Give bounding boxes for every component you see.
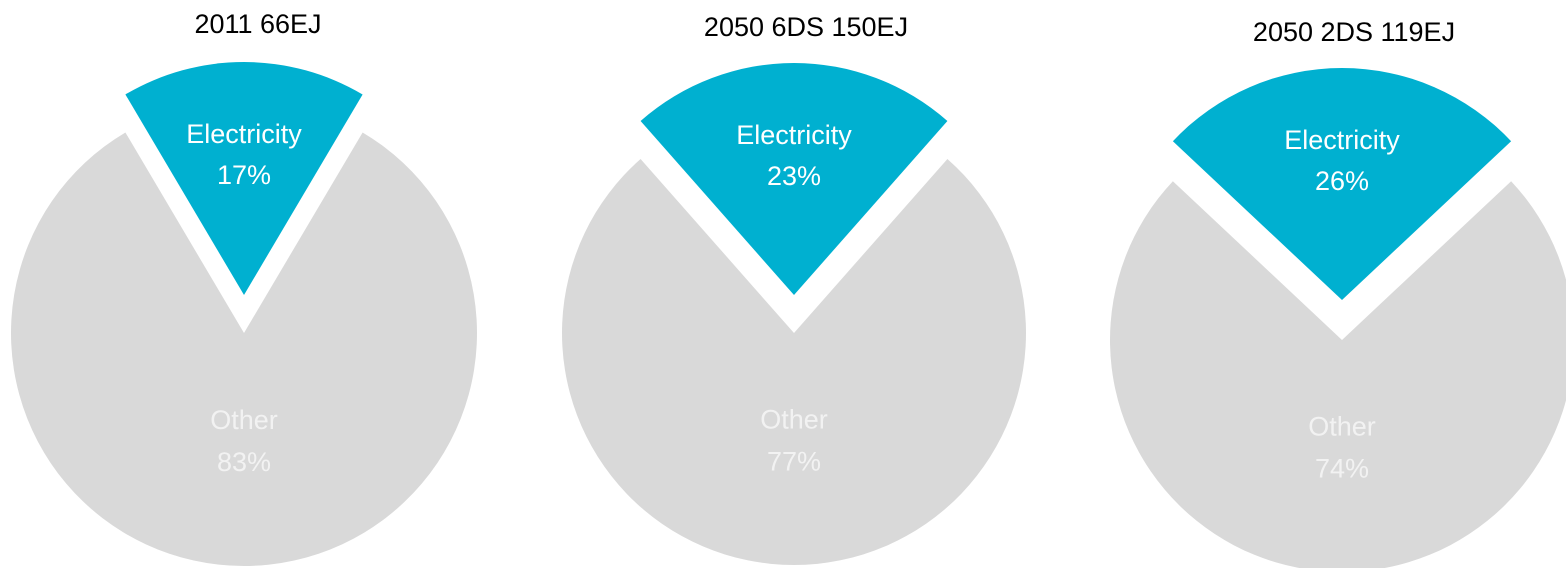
pie-chart-1: 2011 66EJ Electricity 17% Other 83% <box>10 9 477 567</box>
other-pct-2: 77% <box>767 446 821 476</box>
pie-chart-2: 2050 6DS 150EJ Electricity 23% Other 77% <box>562 12 1026 565</box>
other-slice-3 <box>1110 181 1566 568</box>
electricity-pct-1: 17% <box>217 160 271 190</box>
electricity-label-2: Electricity <box>736 120 852 150</box>
pie-chart-3: 2050 2DS 119EJ Electricity 26% Other 74% <box>1110 17 1566 568</box>
electricity-slice-1 <box>125 62 363 296</box>
electricity-slice-2 <box>640 62 948 296</box>
electricity-pct-2: 23% <box>767 161 821 191</box>
electricity-label-1: Electricity <box>186 119 302 149</box>
chart-title-1: 2011 66EJ <box>194 9 321 39</box>
electricity-pct-3: 26% <box>1315 166 1369 196</box>
other-label-2: Other <box>760 404 828 434</box>
electricity-slice-3 <box>1172 68 1512 300</box>
other-slice-1 <box>10 132 477 567</box>
chart-title-3: 2050 2DS 119EJ <box>1253 17 1455 47</box>
chart-title-2: 2050 6DS 150EJ <box>704 12 908 42</box>
other-label-1: Other <box>210 405 278 435</box>
other-label-3: Other <box>1308 411 1376 441</box>
other-slice-2 <box>562 158 1026 565</box>
electricity-label-3: Electricity <box>1284 125 1400 155</box>
other-pct-1: 83% <box>217 447 271 477</box>
other-pct-3: 74% <box>1315 453 1369 483</box>
